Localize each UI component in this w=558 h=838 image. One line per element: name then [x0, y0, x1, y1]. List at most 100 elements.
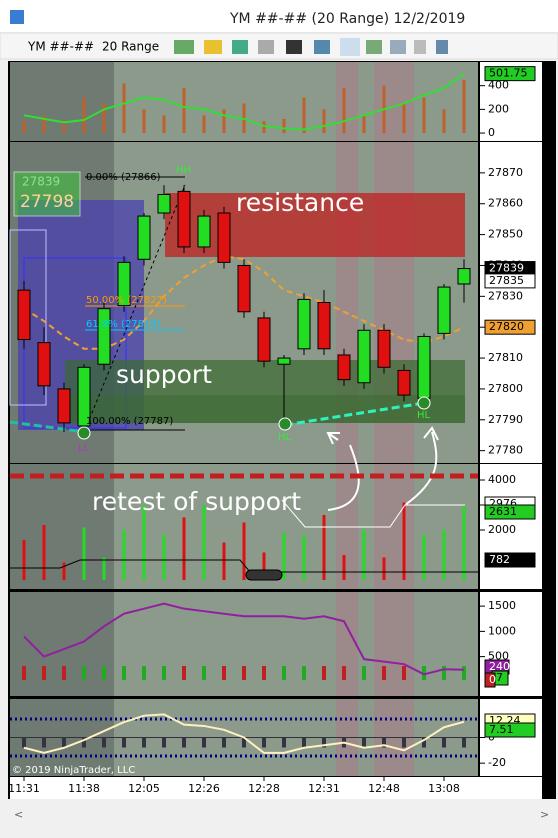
hist-bar [122, 666, 126, 680]
zoom-tool[interactable] [314, 40, 330, 54]
retest-arrow [404, 426, 439, 506]
hist-bar [42, 666, 46, 680]
top-bar [202, 115, 206, 134]
y-tick-label: 27830 [488, 289, 523, 302]
panel4-line [23, 713, 465, 754]
volume-bar [242, 522, 246, 580]
osc-bar [262, 737, 266, 748]
top-bar [282, 118, 286, 134]
hist-bar [342, 666, 346, 680]
price-tag [484, 504, 536, 520]
top-bar [222, 109, 226, 134]
support-zone-inner [65, 395, 465, 423]
hist-bar [82, 666, 86, 680]
scrollbar[interactable] [0, 800, 558, 830]
panel-marker: F [545, 701, 551, 714]
candle-body [17, 289, 31, 341]
hist-bar [462, 666, 466, 680]
instrument-select[interactable]: YM ##-## [27, 40, 94, 54]
toolbar [0, 32, 558, 60]
red-band [374, 592, 414, 696]
bars-tool[interactable] [174, 40, 194, 54]
toolbar-icons [174, 38, 448, 56]
candle-body [397, 369, 411, 396]
x-tick-label: 13:08 [428, 782, 460, 795]
y-tick-label: 27870 [488, 166, 523, 179]
osc-bar [62, 737, 66, 748]
period-select[interactable]: 20 Range [102, 40, 159, 54]
osc-bar [162, 737, 166, 748]
hist-bar [442, 666, 446, 680]
volume-bar [62, 562, 66, 580]
level-box-top: 27839 [22, 175, 60, 189]
hist-bar [62, 666, 66, 680]
volume-bar [342, 555, 346, 580]
annotation: HL [417, 410, 431, 421]
top-bar [262, 121, 266, 134]
swing-dot [278, 417, 292, 431]
fib-label: 100.00% (27787) [86, 416, 173, 427]
price-tag-label: 27835 [489, 274, 524, 287]
candle-body [217, 212, 231, 263]
red-band [336, 592, 358, 696]
window-tool[interactable] [436, 40, 448, 54]
price-tag-label: 0 [489, 673, 496, 686]
candle-body [257, 317, 271, 362]
candle-body [57, 388, 71, 424]
candle-body [277, 357, 291, 365]
scroll-left[interactable]: < [14, 808, 23, 821]
crosshair-tool[interactable] [286, 40, 302, 54]
x-tick-label: 12:28 [248, 782, 280, 795]
scroll-right[interactable]: > [540, 808, 549, 821]
title-bar [0, 0, 558, 32]
top-bar [62, 123, 66, 134]
indicator-tool[interactable] [232, 40, 248, 54]
chart-trader-tool[interactable] [390, 40, 406, 54]
volume-bar [162, 535, 166, 580]
volume-bar [282, 532, 286, 580]
strategy-tool[interactable] [258, 40, 274, 54]
hist-bar [302, 666, 306, 680]
moving-average [23, 255, 465, 350]
volume-line [10, 559, 480, 573]
y-tick-label: 0 [488, 126, 495, 139]
price-tag-label: 7.51 [489, 723, 514, 736]
osc-bar [122, 737, 126, 748]
y-tick-label: 500 [488, 650, 509, 663]
y-tick-label: 4000 [488, 473, 516, 486]
draw-tool[interactable] [204, 40, 222, 54]
data-box-tool[interactable] [366, 40, 382, 54]
app-icon [10, 10, 24, 24]
candle-body [297, 298, 311, 350]
y-tick-label: 27850 [488, 228, 523, 241]
fib-label: 0.00% (27866) [86, 172, 161, 183]
hist-bar [362, 666, 366, 680]
volume-bar [202, 505, 206, 580]
top-bar [342, 88, 346, 134]
osc-bar [402, 737, 406, 748]
axis-bg [480, 464, 542, 589]
swing-dot [77, 426, 91, 440]
candle-body [417, 335, 431, 399]
top-line [23, 72, 465, 131]
top-bar [462, 79, 466, 134]
properties-tool[interactable] [340, 38, 360, 56]
volume-bar [302, 535, 306, 580]
snapshot-tool[interactable] [414, 40, 426, 54]
candle-body [437, 286, 451, 334]
retest-arrow [326, 432, 360, 511]
hist-bar [322, 666, 326, 680]
volume-bar [222, 542, 226, 580]
hist-bar [242, 666, 246, 680]
x-tick-label: 12:31 [308, 782, 340, 795]
volume-bar [402, 502, 406, 580]
hist-bar [102, 666, 106, 680]
osc-bar [362, 737, 366, 748]
axis-bg [480, 142, 542, 463]
y-tick-label: 400 [488, 79, 509, 92]
y-tick-label: 27780 [488, 444, 523, 457]
volume-bar [82, 527, 86, 580]
session-shade [10, 592, 114, 696]
hist-bar [142, 666, 146, 680]
top-bar [302, 97, 306, 134]
